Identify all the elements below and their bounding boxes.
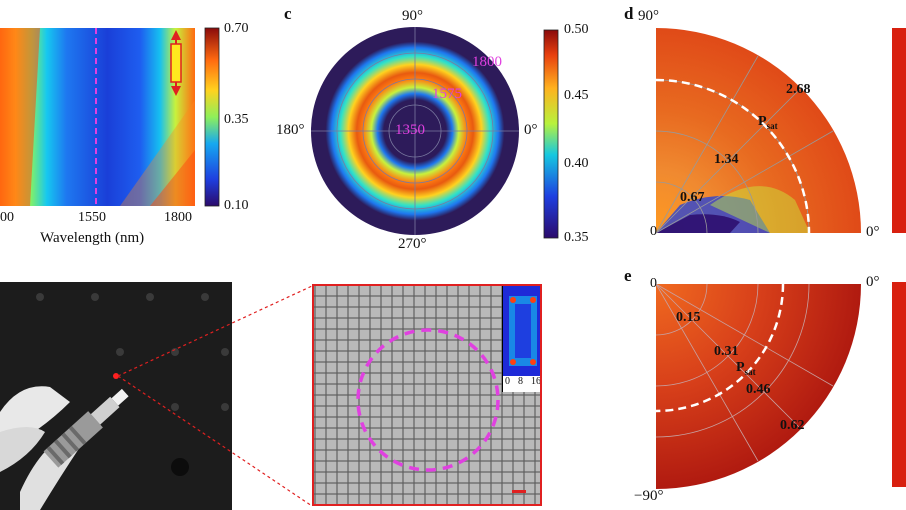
cbar-c-tick-3: 0.35 — [564, 230, 589, 245]
scale-bar — [512, 490, 526, 493]
cbar-c-tick-1: 0.45 — [564, 88, 589, 103]
d-angle-90: 90° — [638, 8, 659, 24]
inset-axis: 0 8 16 — [503, 376, 541, 392]
range-marker — [170, 30, 182, 96]
angle-180: 180° — [276, 122, 305, 138]
xtick-b-1: 1550 — [78, 210, 106, 225]
sem-dashed-circle — [356, 328, 500, 472]
panel-e-letter: e — [624, 266, 632, 285]
sem-image: 0 8 16 — [312, 284, 542, 506]
angle-90: 90° — [402, 8, 423, 24]
e-psat: Psat — [736, 360, 756, 377]
panel-b-svg — [0, 27, 220, 207]
e-radius-1: 0.31 — [714, 344, 739, 359]
angle-0: 0° — [524, 122, 538, 138]
cbar-b-tick-2: 0.10 — [224, 198, 249, 213]
panel-d-letter: d — [624, 4, 634, 23]
field-inset-svg — [509, 296, 537, 366]
xlabel-b: Wavelength (nm) — [40, 230, 145, 246]
fiber-photo-svg — [0, 293, 229, 510]
e-radius-0: 0.15 — [676, 310, 701, 325]
colorbar-e — [892, 282, 906, 487]
panel-c-svg — [311, 27, 559, 239]
angle-270: 270° — [398, 236, 427, 252]
panel-c-letter: c — [284, 4, 292, 23]
panel-e: e 0 0° −90° 0.15 0.31 0.46 0.62 Psat — [620, 262, 906, 510]
inset-tick-1: 8 — [518, 376, 523, 387]
d-radius-1: 1.34 — [714, 152, 739, 167]
panel-d-svg — [655, 28, 906, 234]
cbar-c-tick-0: 0.50 — [564, 22, 589, 37]
cbar-b-tick-0: 0.70 — [224, 21, 249, 36]
panel-b: 0.70 0.35 0.10 00 1550 1800 Wavelength (… — [0, 0, 260, 260]
d-radius-2: 2.68 — [786, 82, 811, 97]
e-angle-0: 0° — [866, 274, 880, 290]
d-psat: Psat — [758, 114, 778, 131]
e-radius-3: 0.62 — [780, 418, 805, 433]
ring-label-1350: 1350 — [395, 122, 425, 138]
e-angle-neg90: −90° — [634, 488, 664, 504]
d-psat-curve — [655, 78, 811, 234]
cbar-c-tick-2: 0.40 — [564, 156, 589, 171]
e-grid — [655, 283, 834, 462]
ring-label-1575: 1575 — [432, 86, 462, 102]
colorbar-d — [892, 28, 906, 233]
panel-c: c — [276, 0, 606, 260]
sem-overlay — [356, 328, 526, 493]
ring-label-1800: 1800 — [472, 54, 502, 70]
fiber-tip-marker — [113, 373, 119, 379]
xtick-b-2: 1800 — [164, 210, 192, 225]
e-radius-2: 0.46 — [746, 382, 771, 397]
fiber-photo — [0, 282, 232, 510]
polar-grid — [311, 27, 519, 235]
colorbar-b — [204, 27, 220, 207]
inset-tick-0: 0 — [505, 376, 510, 387]
d-radius-0: 0.67 — [680, 190, 705, 205]
inset-tick-2: 16 — [531, 376, 541, 387]
e-origin: 0 — [650, 276, 657, 291]
xtick-b-0: 00 — [0, 210, 14, 225]
panel-e-svg — [655, 282, 906, 489]
d-angle-0: 0° — [866, 224, 880, 240]
e-psat-curve — [655, 283, 785, 413]
colorbar-c — [543, 29, 559, 239]
cbar-b-tick-1: 0.35 — [224, 112, 249, 127]
d-origin: 0 — [650, 224, 657, 239]
field-inset: 0 8 16 — [502, 286, 541, 392]
zoom-lines — [117, 285, 313, 507]
heatmap — [0, 28, 195, 206]
panel-d: d 90° 0 0° 0.67 1.34 2.68 Psat — [620, 0, 906, 260]
